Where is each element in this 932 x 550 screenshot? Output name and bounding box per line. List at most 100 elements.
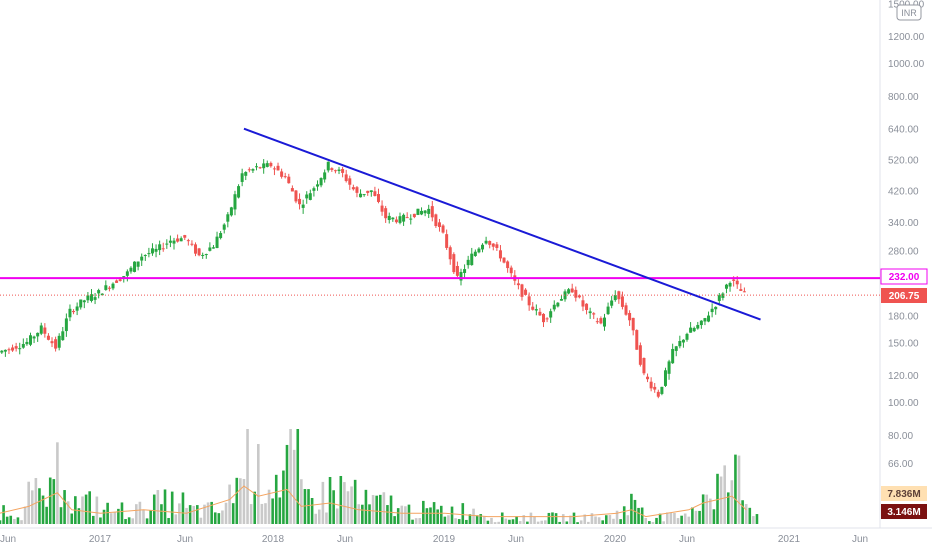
volume-bar bbox=[712, 509, 716, 524]
candle-up bbox=[556, 302, 560, 307]
candle-up bbox=[409, 218, 413, 220]
candle-up bbox=[689, 327, 693, 333]
volume-bar bbox=[604, 515, 608, 524]
volume-bar bbox=[325, 512, 328, 524]
candle-down bbox=[445, 234, 449, 248]
volume-bar bbox=[289, 429, 292, 524]
candle-up bbox=[136, 261, 140, 267]
candle-up bbox=[416, 208, 420, 215]
candle-up bbox=[111, 283, 115, 289]
candle-up bbox=[667, 361, 671, 374]
volume-bar bbox=[680, 515, 683, 524]
volume-bar bbox=[569, 515, 572, 524]
candle-up bbox=[674, 346, 678, 351]
candle-up bbox=[387, 215, 391, 221]
volume-bar bbox=[52, 479, 56, 524]
candle-up bbox=[150, 248, 154, 254]
candle-down bbox=[269, 162, 273, 167]
time-scale[interactable]: Jun 2017 Jun 2018 Jun 2019 Jun 2020 Jun 2021 Jun bbox=[0, 534, 868, 545]
price-scale[interactable]: 1500.001200.001000.00800.00640.00520.004… bbox=[888, 0, 925, 470]
descending-trendline[interactable] bbox=[243, 127, 761, 321]
time-tick-label: 2020 bbox=[604, 534, 627, 545]
candle-down bbox=[333, 170, 337, 172]
volume-bar bbox=[84, 494, 88, 524]
volume-bar bbox=[368, 504, 371, 524]
candle-down bbox=[628, 312, 632, 321]
candle-up bbox=[179, 238, 183, 242]
candle-up bbox=[423, 210, 427, 214]
volume-bar bbox=[196, 505, 199, 524]
candle-up bbox=[613, 295, 617, 301]
candle-up bbox=[57, 335, 61, 348]
time-tick-label: 2018 bbox=[262, 534, 285, 545]
volume-bar bbox=[500, 512, 504, 524]
volume-bar bbox=[400, 505, 404, 524]
price-tick-label: 150.00 bbox=[888, 338, 919, 349]
candle-down bbox=[348, 178, 352, 185]
candle-down bbox=[430, 206, 434, 218]
candle-down bbox=[585, 303, 589, 311]
volume-bar bbox=[465, 519, 468, 524]
candle-down bbox=[495, 244, 499, 248]
volume-bar bbox=[655, 517, 658, 524]
volume-bar bbox=[192, 505, 196, 524]
candle-up bbox=[549, 311, 553, 318]
volume-bar bbox=[20, 520, 23, 524]
candle-down bbox=[183, 235, 187, 238]
volume-bar bbox=[447, 515, 450, 524]
candle-up bbox=[728, 282, 732, 287]
candle-down bbox=[455, 265, 459, 276]
price-tick-label: 420.00 bbox=[888, 187, 919, 198]
volume-bar bbox=[242, 479, 246, 524]
candle-down bbox=[294, 190, 298, 202]
volume-bar bbox=[27, 481, 30, 524]
candle-up bbox=[168, 240, 172, 243]
volume-bar bbox=[497, 521, 500, 524]
candle-up bbox=[208, 247, 212, 251]
candle-up bbox=[692, 328, 696, 332]
candle-up bbox=[204, 254, 208, 256]
volume-bar bbox=[583, 514, 587, 524]
candle-down bbox=[732, 279, 736, 281]
candle-down bbox=[491, 243, 495, 247]
volume-bar bbox=[486, 520, 490, 524]
time-tick-label: 2019 bbox=[433, 534, 456, 545]
candle-up bbox=[484, 240, 488, 244]
candle-down bbox=[592, 313, 596, 315]
volume-bar bbox=[102, 509, 106, 524]
candle-down bbox=[595, 321, 599, 323]
volume-bar bbox=[551, 512, 554, 524]
volume-bar bbox=[597, 517, 601, 524]
volume-bar bbox=[418, 518, 422, 524]
volume-bar bbox=[321, 481, 325, 524]
volume-bar bbox=[56, 442, 59, 524]
volume-bar bbox=[594, 516, 597, 524]
candle-down bbox=[54, 339, 58, 349]
candle-up bbox=[237, 186, 241, 198]
candle-up bbox=[68, 308, 72, 318]
volume-bar bbox=[719, 476, 723, 524]
volume-bar bbox=[748, 507, 752, 524]
volume-bar bbox=[698, 510, 701, 524]
candle-up bbox=[147, 253, 151, 255]
candle-down bbox=[190, 243, 194, 245]
volume-bar bbox=[5, 516, 9, 524]
candle-up bbox=[158, 244, 162, 251]
volume-bar bbox=[117, 508, 120, 524]
candle-up bbox=[699, 320, 703, 326]
volume-bar bbox=[404, 506, 407, 524]
volume-bar bbox=[615, 510, 619, 524]
volume-bar bbox=[472, 508, 475, 524]
volume-bar bbox=[95, 496, 99, 524]
time-tick-label: Jun bbox=[337, 534, 353, 545]
candle-up bbox=[534, 309, 538, 311]
volume-bar bbox=[228, 484, 231, 524]
volume-bar bbox=[317, 509, 321, 524]
candle-up bbox=[398, 216, 402, 223]
candle-down bbox=[11, 347, 15, 351]
candle-down bbox=[351, 187, 355, 190]
candle-down bbox=[574, 289, 578, 298]
candle-up bbox=[255, 166, 259, 168]
volume-bar bbox=[314, 513, 317, 524]
